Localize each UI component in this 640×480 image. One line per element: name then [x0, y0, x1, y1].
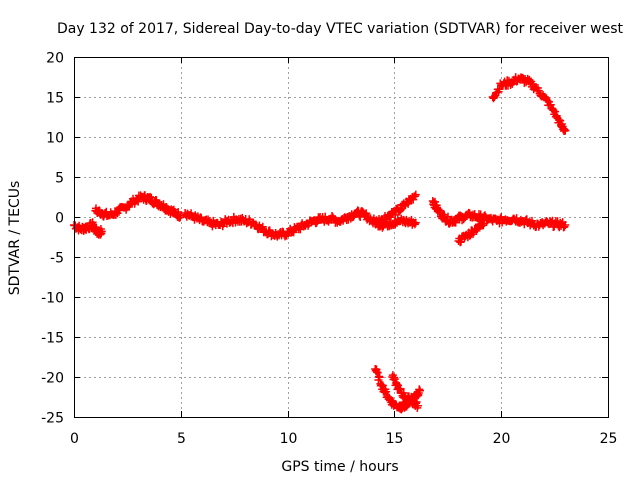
x-tick-label: 15 [386, 431, 404, 447]
y-tick-label: -5 [50, 251, 64, 267]
data-point [411, 218, 420, 227]
y-tick-label: 20 [46, 51, 64, 67]
y-tick-label: 15 [46, 91, 64, 107]
data-point [416, 386, 424, 395]
data-point [480, 219, 489, 228]
data-series [488, 73, 570, 135]
data-point-marker [549, 106, 558, 115]
y-tick-label: -25 [41, 411, 64, 427]
data-point-marker [404, 199, 413, 208]
data-point [97, 227, 106, 236]
data-point-marker [373, 368, 382, 377]
y-tick-label: 10 [46, 131, 64, 147]
data-point-marker [396, 206, 405, 215]
data-series [398, 385, 424, 411]
data-point-marker [196, 213, 205, 222]
data-point-marker [543, 96, 552, 105]
data-series [428, 197, 570, 232]
data-point [413, 401, 422, 410]
y-tick-label: 0 [55, 211, 64, 227]
grid-layer [74, 57, 608, 417]
x-axis-label: GPS time / hours [281, 459, 398, 475]
plot-frame [74, 57, 609, 418]
data-point [561, 126, 570, 135]
y-tick-label: -10 [41, 291, 64, 307]
data-series [91, 191, 185, 222]
data-point-marker [457, 237, 465, 246]
x-tick-label: 0 [70, 431, 79, 447]
y-tick-label: -15 [41, 331, 64, 347]
y-axis-label: SDTVAR / TECUs [7, 181, 23, 296]
x-axis: 0 5 10 15 20 25 [70, 57, 617, 447]
data-point-marker [113, 209, 122, 218]
data-point-marker [312, 218, 321, 227]
data-series [70, 218, 106, 239]
data-point-marker [479, 221, 488, 230]
x-tick-label: 20 [493, 431, 511, 447]
data-point-marker [546, 100, 555, 109]
data-series [369, 190, 420, 229]
data-point-marker [480, 212, 489, 221]
y-tick-label: 5 [55, 171, 64, 187]
data-point [561, 221, 570, 229]
data-point-marker [375, 373, 384, 382]
data-point-marker [551, 107, 559, 116]
x-tick-label: 25 [600, 431, 618, 447]
data-point-marker [356, 213, 365, 221]
data-series [454, 219, 489, 247]
data-point-marker [258, 222, 267, 231]
chart-title: Day 132 of 2017, Sidereal Day-to-day VTE… [57, 21, 624, 37]
data-point-marker [410, 220, 419, 229]
y-axis: -25 -20 -15 -10 -5 0 5 10 15 20 [41, 51, 608, 427]
data-point-marker [481, 211, 489, 220]
data-point-marker [410, 192, 419, 201]
data-layer [70, 73, 570, 414]
x-tick-label: 10 [280, 431, 298, 447]
data-point-marker [391, 210, 400, 219]
data-point [411, 190, 420, 199]
data-point-marker [560, 222, 569, 231]
data-point-marker [490, 93, 499, 101]
data-point-marker [512, 214, 521, 223]
data-series [181, 206, 420, 241]
y-tick-label: -20 [41, 371, 64, 387]
x-tick-label: 5 [177, 431, 186, 447]
